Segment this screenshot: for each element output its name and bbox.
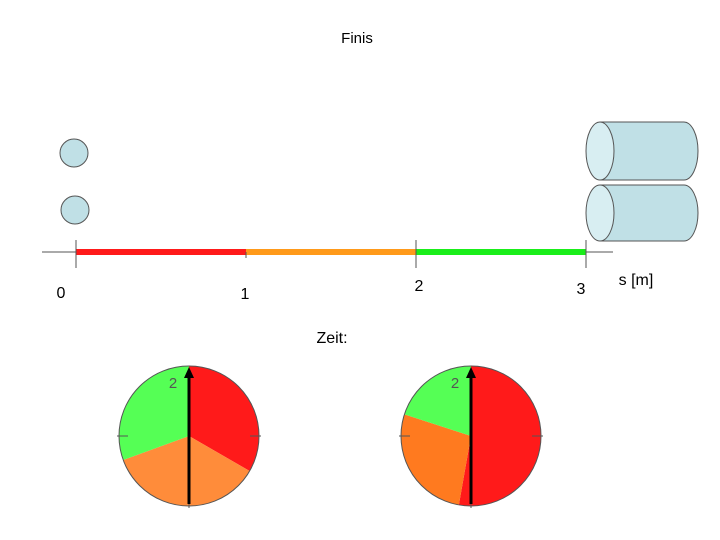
- clock-label: 2: [169, 375, 177, 392]
- cylinder-top: [585, 121, 699, 181]
- clock-sector-orange: [123, 436, 250, 506]
- clock-sector-red: [458, 366, 541, 506]
- axis-label-0: 0: [57, 285, 66, 302]
- clock-sector-red: [189, 366, 259, 471]
- axis-label-3: 3: [577, 281, 586, 298]
- clock-sector-green: [118, 366, 189, 460]
- clock-label: 2: [451, 375, 459, 392]
- clock-0: 2: [117, 365, 261, 508]
- clock-1: 2: [399, 365, 543, 508]
- diagram-title: Finis: [341, 30, 373, 47]
- axis-label-1: 1: [241, 286, 250, 303]
- ball-top: [59, 138, 89, 168]
- ball-bottom: [60, 195, 90, 225]
- clock-hand-arrowhead: [466, 367, 476, 378]
- clock-sector-green: [404, 366, 471, 436]
- axis-label-2: 2: [415, 278, 424, 295]
- cylinder-bottom: [585, 184, 699, 242]
- axis-unit-label: s [m]: [619, 272, 654, 289]
- time-label: Zeit:: [316, 330, 347, 347]
- clock-hand-arrowhead: [184, 367, 194, 378]
